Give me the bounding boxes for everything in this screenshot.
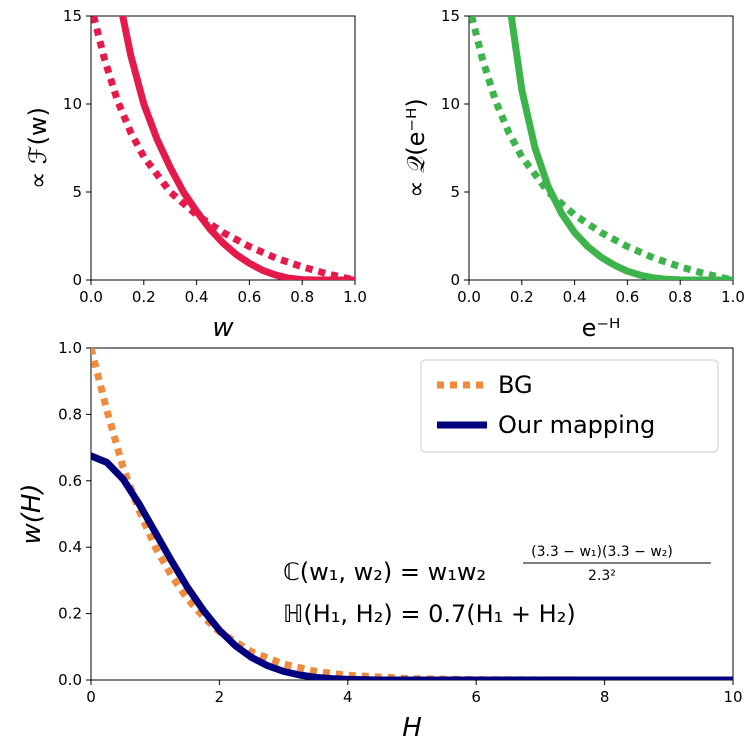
legend-label-bg: BG [498,371,533,399]
x-tick-label: 1.0 [343,288,367,306]
legend: BG Our mapping [420,359,719,453]
y-tick-label: 0 [72,271,82,289]
x-tick-label: 1.0 [721,288,745,306]
y-tick-label: 0.8 [58,405,82,423]
y-axis-label: w(H) [17,483,47,544]
x-tick-label: 0.6 [615,288,639,306]
y-tick-label: 0.0 [58,671,82,689]
legend-box [420,359,719,453]
x-tick-label: 10 [723,688,742,706]
y-tick-label: 5 [450,183,460,201]
x-tick-label: 4 [343,688,353,706]
series-line-bg [469,16,733,280]
series-line-our-mapping [507,16,733,280]
y-tick-label: 0.6 [58,472,82,490]
y-tick-label: 0.4 [58,538,82,556]
formula-h: ℍ(H₁, H₂) = 0.7(H₁ + H₂) [283,600,576,628]
x-axis-label: w [212,313,234,343]
legend-label-ours: Our mapping [498,411,655,439]
x-tick-label: 8 [600,688,610,706]
panel-top-right: 0.0 0.2 0.4 0.6 0.8 1.0 0 5 10 15 e⁻ᴴ ∝ 𝒬(e⁻ᴴ) [402,7,745,342]
x-tick-label: 0.2 [510,288,534,306]
tick-group: 0 2 4 6 8 10 0.0 0.2 0.4 0.6 0.8 1.0 [58,339,742,706]
x-tick-label: 0.0 [79,288,103,306]
y-tick-label: 10 [441,95,460,113]
plot-frame [468,15,734,281]
panel-top-left: 0.0 0.2 0.4 0.6 0.8 1.0 0 5 10 15 w ∝ ℱ(w) [24,7,367,343]
tick-group: 0.0 0.2 0.4 0.6 0.8 1.0 0 5 10 15 [63,7,367,306]
x-tick-label: 0.2 [132,288,156,306]
y-axis-label: ∝ 𝒬(e⁻ᴴ) [402,98,430,198]
x-tick-label: 0.4 [185,288,209,306]
x-tick-label: 0.8 [668,288,692,306]
x-tick-label: 0.0 [457,288,481,306]
x-tick-label: 0.8 [290,288,314,306]
panel-bottom: 0 2 4 6 8 10 0.0 0.2 0.4 0.6 0.8 1.0 H w(H) BG Our … [17,339,743,743]
formula-c-exponent-denominator: 2.3² [588,568,616,584]
x-tick-label: 6 [471,688,481,706]
x-axis-label: H [402,713,422,743]
formula-c-exponent-numerator: (3.3 − w₁)(3.3 − w₂) [531,544,673,560]
series-group [469,16,733,280]
formula-c-main: ℂ(w₁, w₂) = w₁w₂ [283,558,486,586]
y-tick-label: 10 [63,95,82,113]
plot-frame [90,15,356,281]
y-tick-label: 15 [441,7,460,25]
x-tick-label: 0.4 [563,288,587,306]
y-axis-label: ∝ ℱ(w) [24,107,52,189]
y-tick-label: 1.0 [58,339,82,357]
tick-group: 0.0 0.2 0.4 0.6 0.8 1.0 0 5 10 15 [441,7,745,306]
series-line-our-mapping [91,452,733,680]
x-tick-label: 2 [215,688,225,706]
y-tick-label: 15 [63,7,82,25]
series-group [91,348,733,680]
y-tick-label: 0.2 [58,605,82,623]
series-group [91,16,355,280]
y-tick-label: 0 [450,271,460,289]
x-axis-label: e⁻ᴴ [582,314,621,342]
formula-annotations: ℂ(w₁, w₂) = w₁w₂ (3.3 − w₁)(3.3 − w₂) 2.… [283,544,711,628]
x-tick-label: 0.6 [237,288,261,306]
x-tick-label: 0 [86,688,96,706]
y-tick-label: 5 [72,183,82,201]
series-line-our-mapping [119,16,355,280]
